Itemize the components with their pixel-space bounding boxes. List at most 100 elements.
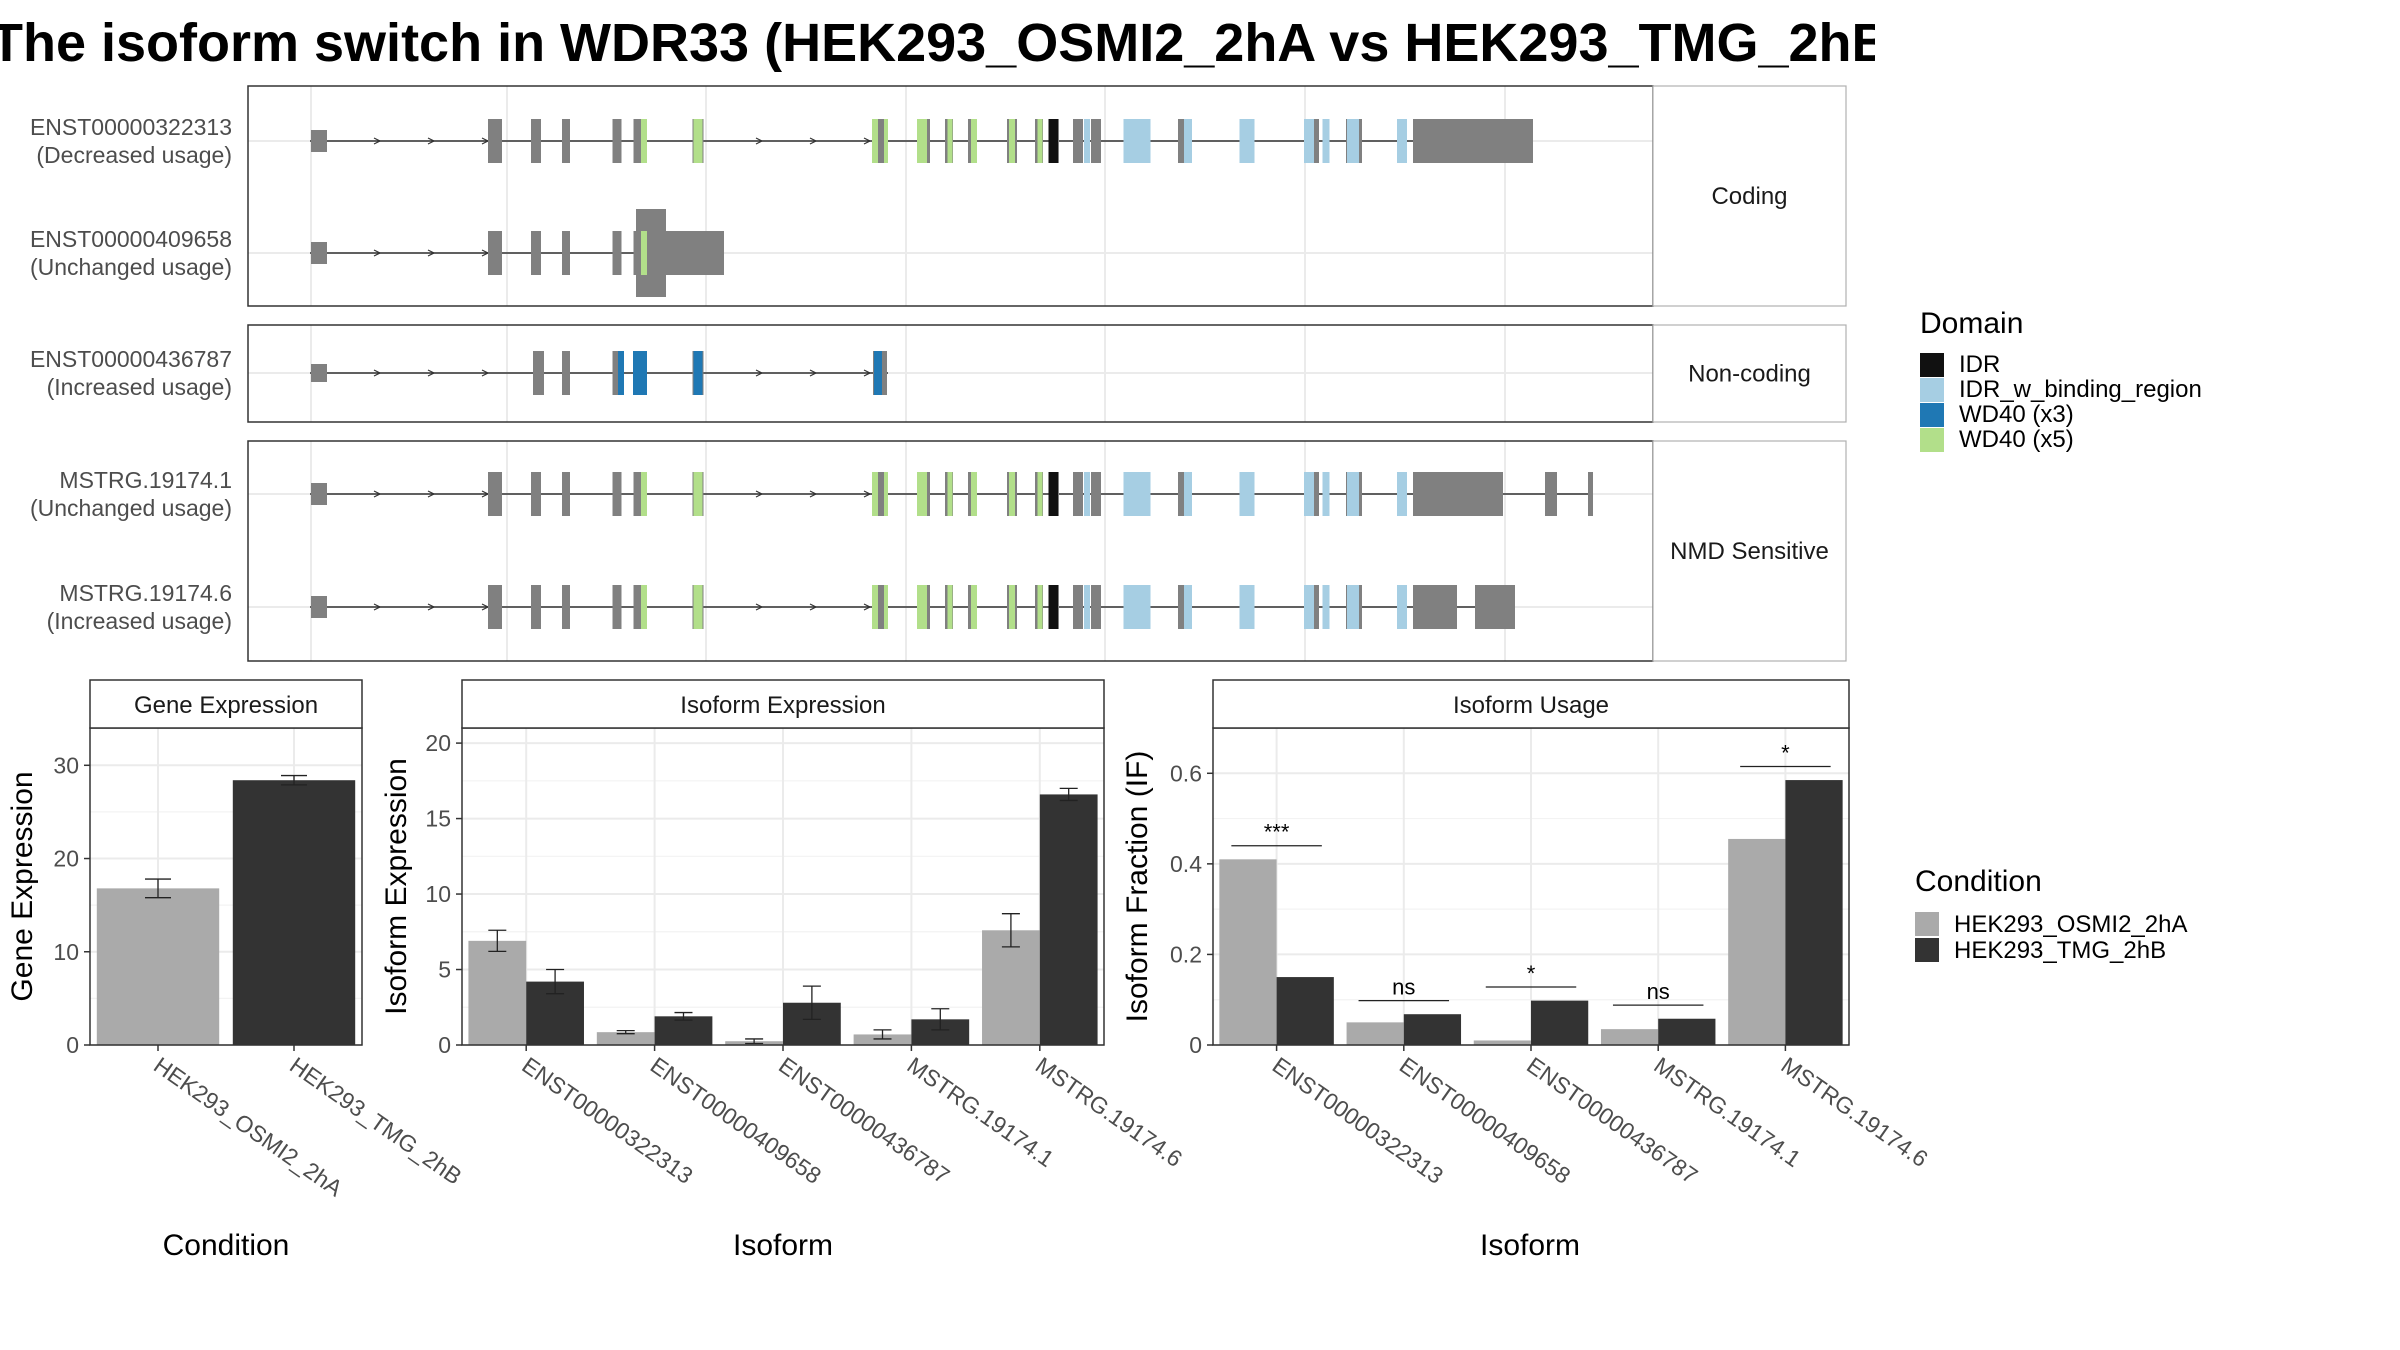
- significance-label: ***: [1264, 820, 1290, 845]
- domain-wd40-x5-: [641, 231, 647, 275]
- bar: [982, 930, 1040, 1045]
- domain-idr-w-binding-region: [1123, 585, 1151, 629]
- y-tick-label: 0: [66, 1032, 79, 1058]
- bar: [1403, 1014, 1462, 1045]
- exon: [562, 472, 570, 516]
- domain-wd40-x5-: [872, 119, 878, 163]
- strand-arrow: [863, 369, 872, 377]
- strand-arrow: [373, 369, 382, 377]
- exon: [488, 119, 502, 163]
- domain-wd40-x5-: [1009, 472, 1015, 516]
- strand-arrow: [809, 369, 818, 377]
- utr-exon: [311, 596, 327, 618]
- domain-idr-w-binding-region: [1304, 585, 1314, 629]
- utr-exon-3prime: [1475, 585, 1515, 629]
- bar: [1219, 859, 1277, 1045]
- domain-idr-w-binding-region: [1397, 585, 1407, 629]
- exon: [633, 585, 643, 629]
- domain-wd40-x5-: [641, 472, 647, 516]
- bar: [1531, 1000, 1589, 1045]
- utr-exon: [311, 483, 327, 505]
- domain-idr-w-binding-region: [1347, 119, 1359, 163]
- exon: [488, 472, 502, 516]
- domain-idr-w-binding-region: [1322, 585, 1330, 629]
- transcript-id-label: ENST00000409658: [30, 226, 232, 252]
- bar: [1785, 780, 1843, 1045]
- y-tick-label: 0: [1189, 1032, 1202, 1058]
- strand-arrow: [481, 369, 490, 377]
- figure-title: The isoform switch in WDR33 (HEK293_OSMI…: [0, 13, 1875, 73]
- domain-idr-w-binding-region: [1239, 472, 1255, 516]
- y-tick-label: 10: [425, 881, 451, 907]
- domain-wd40-x5-: [917, 119, 927, 163]
- exon: [612, 231, 622, 275]
- domain-wd40-x5-: [693, 472, 703, 516]
- y-tick-label: 5: [438, 957, 451, 983]
- domain-wd40-x5-: [917, 472, 927, 516]
- legend-domain-key: [1920, 403, 1944, 427]
- exon: [612, 585, 622, 629]
- x-axis-title: Condition: [163, 1229, 290, 1262]
- domain-wd40-x3-: [633, 351, 647, 395]
- strand-arrow: [755, 603, 764, 611]
- strand-arrow: [373, 490, 382, 498]
- domain-idr-w-binding-region: [1304, 119, 1314, 163]
- utr-exon: [311, 364, 327, 382]
- legend-domain-label: IDR_w_binding_region: [1959, 376, 2202, 403]
- facet-coding: ENST00000322313(Decreased usage) ENST0000…: [30, 85, 1847, 307]
- domain-wd40-x5-: [884, 585, 888, 629]
- bar: [1039, 794, 1098, 1045]
- transcript-usage-label: (Increased usage): [47, 608, 232, 634]
- domain-wd40-x5-: [693, 585, 703, 629]
- exon: [612, 119, 622, 163]
- legend-domain-key: [1920, 428, 1944, 452]
- domain-wd40-x5-: [1009, 585, 1015, 629]
- domain-wd40-x5-: [947, 119, 953, 163]
- strand-arrow: [427, 369, 436, 377]
- y-tick-label: 10: [53, 939, 79, 965]
- legend-condition-label: HEK293_TMG_2hB: [1954, 937, 2166, 964]
- facet-strip: [1652, 85, 1847, 307]
- domain-wd40-x5-: [1037, 119, 1043, 163]
- strand-arrow: [863, 490, 872, 498]
- exon: [612, 351, 622, 395]
- x-axis-title: Isoform: [733, 1229, 833, 1262]
- strand-arrow: [863, 603, 872, 611]
- exon: [531, 231, 541, 275]
- y-axis-title: Isoform Fraction (IF): [1121, 751, 1154, 1023]
- domain-idr-w-binding-region: [1084, 119, 1090, 163]
- chart-strip: [89, 679, 363, 729]
- exon: [1091, 585, 1101, 629]
- bar: [654, 1016, 713, 1045]
- significance-label: ns: [1392, 975, 1415, 1000]
- facet-strip: [1652, 324, 1847, 423]
- exon: [488, 585, 502, 629]
- exon: [1073, 119, 1083, 163]
- bar: [96, 888, 220, 1045]
- bar: [1658, 1018, 1716, 1045]
- domain-idr-w-binding-region: [1322, 119, 1330, 163]
- domain-idr-w-binding-region: [1322, 472, 1330, 516]
- legend-domain-title: Domain: [1920, 307, 2023, 340]
- bar: [1728, 838, 1786, 1045]
- exon: [1091, 119, 1101, 163]
- strand-arrow: [373, 249, 382, 257]
- chart-title: Gene Expression: [134, 692, 318, 719]
- domain-wd40-x5-: [1009, 119, 1015, 163]
- strand-arrow: [755, 490, 764, 498]
- facet-strip-label: Coding: [1711, 183, 1787, 210]
- strand-arrow: [755, 369, 764, 377]
- transcript-usage-label: (Unchanged usage): [30, 495, 232, 521]
- exon: [633, 119, 643, 163]
- y-axis-title: Gene Expression: [6, 771, 39, 1001]
- legend-domain-key: [1920, 353, 1944, 377]
- domain-wd40-x5-: [971, 472, 977, 516]
- facet-strip-label: Non-coding: [1688, 361, 1811, 388]
- domain-wd40-x5-: [971, 119, 977, 163]
- facet-non-coding: ENST00000436787(Increased usage) Non-codi…: [30, 324, 1847, 423]
- domain-idr-w-binding-region: [1304, 472, 1314, 516]
- domain-wd40-x5-: [971, 585, 977, 629]
